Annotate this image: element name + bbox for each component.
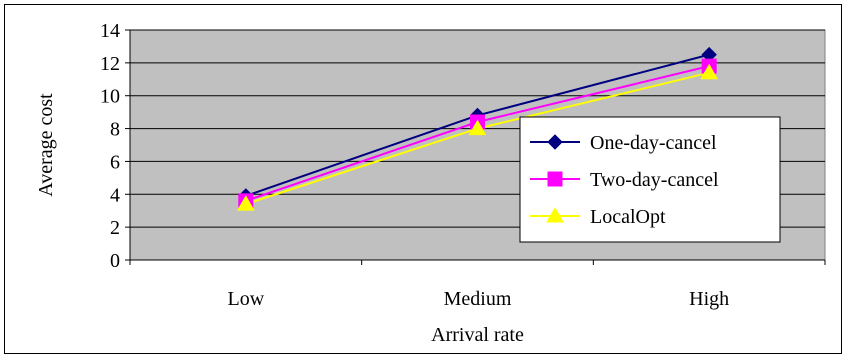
legend-label: Two-day-cancel: [590, 169, 719, 191]
legend-marker: [547, 171, 563, 187]
data-point: [468, 119, 487, 136]
y-tick-label: 8: [110, 119, 120, 141]
y-tick-label: 12: [100, 53, 120, 75]
y-axis-label: Average cost: [35, 93, 57, 197]
y-tick-label: 0: [110, 250, 120, 272]
legend-label: One-day-cancel: [590, 132, 717, 154]
x-tick-label: Medium: [444, 288, 512, 310]
x-tick-label: Low: [227, 288, 264, 310]
x-tick-label: High: [689, 288, 729, 310]
y-tick-label: 14: [100, 20, 120, 42]
y-tick-label: 4: [110, 184, 120, 206]
x-axis-label: Arrival rate: [431, 324, 524, 346]
legend: One-day-cancel Two-day-cancel LocalOpt: [519, 116, 781, 243]
data-point: [700, 63, 719, 80]
legend-label: LocalOpt: [590, 206, 666, 228]
legend-marker: [546, 206, 564, 223]
y-tick-label: 6: [110, 151, 120, 173]
y-tick-label: 2: [110, 217, 120, 239]
y-tick-label: 10: [100, 86, 120, 108]
data-point: [236, 195, 255, 211]
legend-marker: [547, 134, 563, 150]
